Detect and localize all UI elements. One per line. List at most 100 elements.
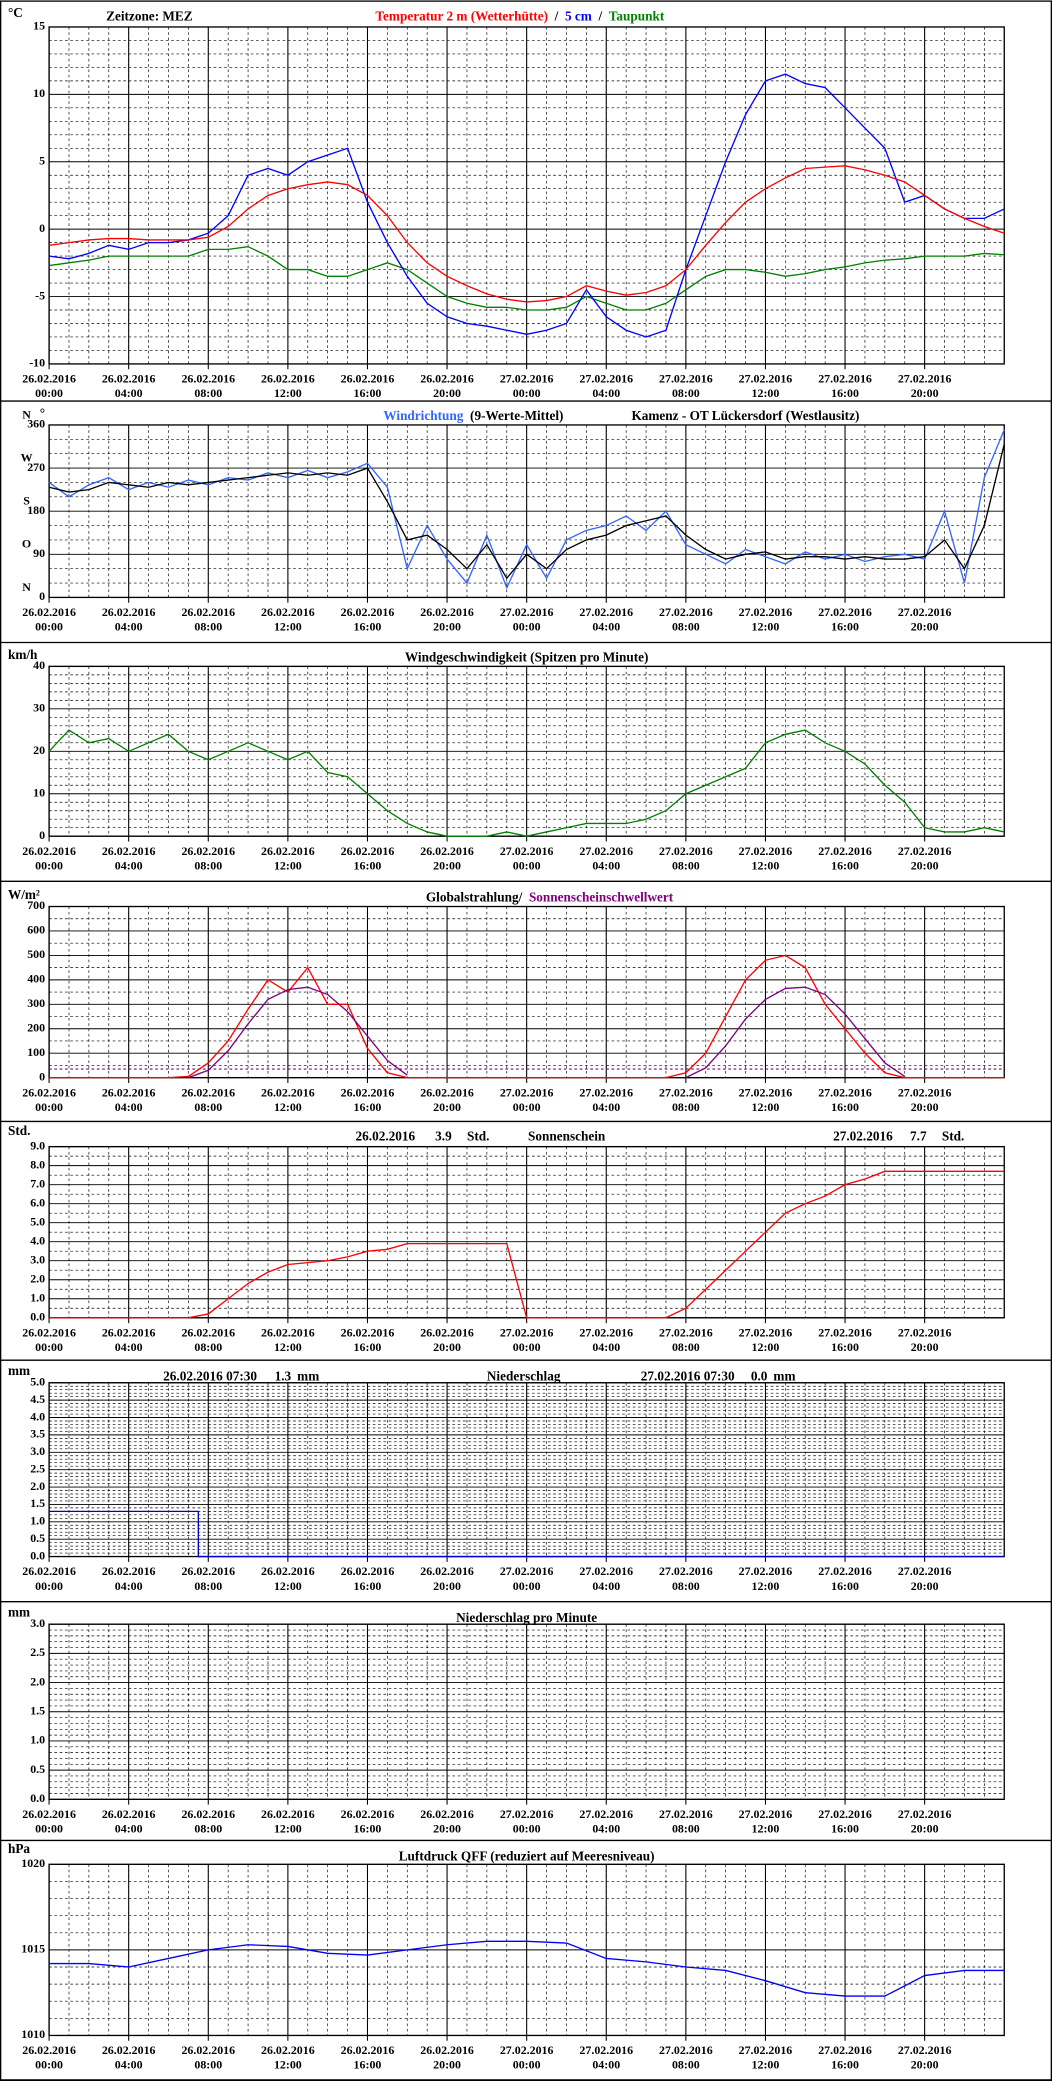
series-line	[49, 1940, 1005, 1997]
y-tick-label: 3.0	[30, 1252, 45, 1266]
x-tick-time: 04:00	[115, 1579, 143, 1593]
compass-label: N	[22, 407, 31, 421]
title-part: Windrichtung	[383, 408, 463, 423]
x-tick-date: 27.02.2016	[659, 2043, 713, 2057]
x-tick-date: 27.02.2016	[898, 2043, 952, 2057]
x-tick-date: 26.02.2016	[102, 844, 156, 858]
x-tick-date: 26.02.2016	[261, 372, 315, 386]
x-tick-time: 12:00	[752, 386, 780, 400]
x-tick-time: 04:00	[592, 1822, 620, 1836]
annotation: 27.02.2016 07:30	[641, 1369, 735, 1384]
y-tick-label: 90	[33, 546, 45, 560]
x-tick-date: 26.02.2016	[181, 2043, 235, 2057]
x-tick-date: 27.02.2016	[818, 1807, 872, 1821]
x-tick-time: 00:00	[35, 1340, 63, 1354]
x-tick-time: 16:00	[831, 620, 859, 634]
x-tick-date: 26.02.2016	[22, 2043, 76, 2057]
x-tick-time: 00:00	[35, 386, 63, 400]
x-tick-time: 04:00	[115, 858, 143, 872]
x-tick-time: 16:00	[831, 1822, 859, 1836]
x-tick-date: 27.02.2016	[818, 1564, 872, 1578]
x-tick-time: 08:00	[672, 1579, 700, 1593]
x-tick-date: 26.02.2016	[22, 1807, 76, 1821]
x-tick-date: 27.02.2016	[500, 1807, 554, 1821]
y-tick-label: 2.0	[30, 1479, 45, 1493]
x-tick-time: 12:00	[274, 1822, 302, 1836]
x-tick-date: 26.02.2016	[341, 844, 395, 858]
x-tick-date: 27.02.2016	[579, 372, 633, 386]
x-tick-time: 00:00	[513, 2058, 541, 2072]
panel-title: Globalstrahlung/Sonnenscheinschwellwert	[426, 890, 674, 905]
y-tick-label: 0.0	[30, 1548, 45, 1562]
x-tick-date: 26.02.2016	[341, 1564, 395, 1578]
x-tick-time: 16:00	[831, 858, 859, 872]
x-tick-time: 00:00	[35, 1579, 63, 1593]
y-tick-label: 0.0	[30, 1791, 45, 1805]
y-tick-label: 1.0	[30, 1290, 45, 1304]
x-tick-time: 16:00	[354, 2058, 382, 2072]
x-tick-time: 12:00	[274, 2058, 302, 2072]
title-part: Globalstrahlung/	[426, 890, 523, 905]
y-tick-label: 1.5	[30, 1496, 45, 1510]
x-tick-date: 26.02.2016	[341, 605, 395, 619]
x-tick-time: 08:00	[672, 858, 700, 872]
annotation: 26.02.2016 07:30	[163, 1369, 257, 1384]
x-tick-time: 20:00	[911, 2058, 939, 2072]
x-tick-date: 26.02.2016	[341, 2043, 395, 2057]
y-tick-label: 9.0	[30, 1138, 45, 1152]
series-line	[48, 165, 1005, 303]
x-tick-time: 00:00	[513, 1340, 541, 1354]
x-tick-date: 26.02.2016	[22, 1085, 76, 1099]
x-tick-date: 27.02.2016	[739, 1325, 793, 1339]
y-tick-label: 10	[33, 86, 45, 100]
title-part: Niederschlag pro Minute	[456, 1610, 597, 1625]
series-line	[48, 729, 1005, 837]
x-tick-date: 26.02.2016	[181, 1807, 235, 1821]
x-tick-date: 26.02.2016	[341, 1807, 395, 1821]
x-tick-time: 08:00	[194, 1100, 222, 1114]
annotation: 26.02.2016	[356, 1128, 416, 1143]
y-tick-label: 5.0	[30, 1214, 45, 1228]
y-tick-label: 600	[27, 923, 45, 937]
x-tick-date: 27.02.2016	[818, 605, 872, 619]
unit-label: W/m²	[8, 887, 40, 902]
x-tick-time: 16:00	[354, 620, 382, 634]
y-tick-label: 270	[27, 460, 45, 474]
compass-label: W	[21, 451, 33, 465]
x-tick-time: 12:00	[274, 1340, 302, 1354]
panel-title: Niederschlag pro Minute	[456, 1610, 597, 1625]
title-part: 5 cm	[565, 9, 592, 24]
series-line	[48, 443, 1005, 580]
x-tick-time: 12:00	[274, 386, 302, 400]
x-tick-date: 27.02.2016	[500, 1564, 554, 1578]
title-part: Luftdruck QFF (reduziert auf Meeresnivea…	[399, 1849, 655, 1864]
unit-label: hPa	[8, 1841, 30, 1856]
x-tick-time: 12:00	[752, 1579, 780, 1593]
x-tick-time: 00:00	[513, 386, 541, 400]
x-tick-time: 12:00	[274, 1100, 302, 1114]
x-tick-date: 27.02.2016	[500, 372, 554, 386]
title-part: Niederschlag	[487, 1369, 561, 1384]
x-tick-date: 26.02.2016	[181, 1325, 235, 1339]
x-tick-time: 16:00	[354, 1822, 382, 1836]
series-line	[48, 245, 1005, 311]
x-tick-time: 00:00	[35, 858, 63, 872]
x-tick-time: 12:00	[752, 1100, 780, 1114]
x-tick-date: 26.02.2016	[22, 1564, 76, 1578]
x-tick-date: 26.02.2016	[261, 2043, 315, 2057]
y-tick-label: 0.5	[30, 1531, 45, 1545]
x-tick-time: 00:00	[513, 1100, 541, 1114]
y-tick-label: 1010	[21, 2027, 45, 2041]
x-tick-time: 20:00	[433, 858, 461, 872]
x-tick-date: 26.02.2016	[102, 372, 156, 386]
x-tick-date: 26.02.2016	[420, 1085, 474, 1099]
x-tick-time: 04:00	[592, 1340, 620, 1354]
y-tick-label: 2.0	[30, 1271, 45, 1285]
panel-title: Sonnenschein	[528, 1128, 606, 1143]
x-tick-date: 26.02.2016	[261, 1085, 315, 1099]
y-tick-label: -10	[29, 356, 45, 370]
x-tick-time: 20:00	[911, 1340, 939, 1354]
y-tick-label: 1015	[21, 1942, 45, 1956]
